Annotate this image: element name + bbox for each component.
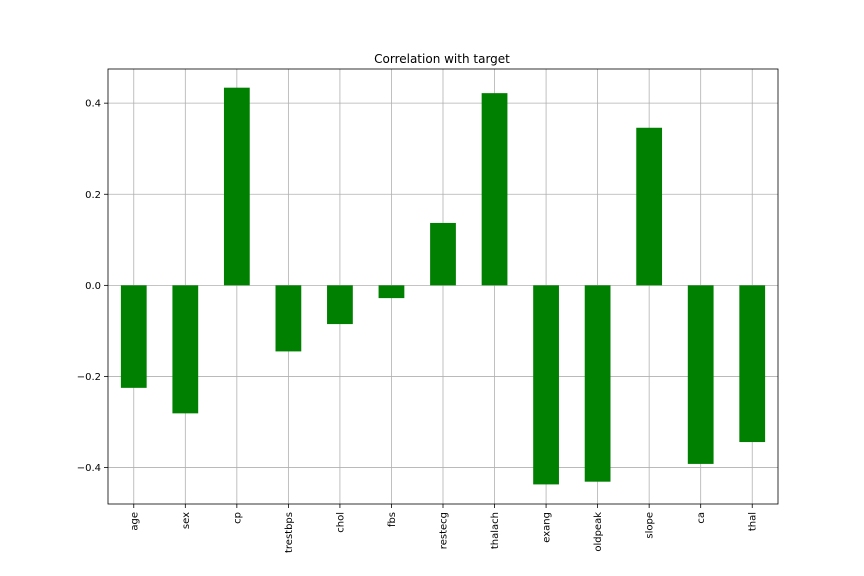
x-tick-label-thal: thal: [748, 512, 759, 531]
bar-ca: [687, 285, 714, 464]
x-tick-label-restecg: restecg: [439, 512, 450, 549]
bar-restecg: [430, 222, 456, 286]
x-axis-ticks: age sex cp trestbps chol fbs restecg thalach exa…: [129, 504, 759, 553]
bar-thalach: [481, 93, 508, 286]
bar-oldpeak: [584, 285, 611, 482]
x-tick-label-fbs: fbs: [387, 512, 398, 527]
grid: [108, 69, 778, 504]
bar-fbs: [378, 285, 405, 299]
x-tick-label-ca: ca: [696, 512, 707, 524]
x-tick-label-oldpeak: oldpeak: [593, 512, 604, 552]
chart-title: Correlation with target: [374, 52, 510, 66]
y-tick-label: −0.4: [77, 463, 101, 474]
x-tick-label-trestbps: trestbps: [284, 512, 295, 553]
bar-cp: [223, 87, 250, 286]
x-tick-label-chol: chol: [335, 512, 346, 533]
bar-age: [120, 285, 147, 388]
x-tick-label-thalach: thalach: [490, 512, 501, 549]
bar-trestbps: [275, 285, 302, 352]
y-tick-label: −0.2: [77, 372, 101, 383]
x-tick-label-cp: cp: [232, 512, 243, 524]
y-tick-label: 0.2: [85, 190, 101, 201]
x-tick-label-slope: slope: [645, 512, 656, 539]
x-tick-label-exang: exang: [542, 512, 553, 543]
y-tick-label: 0.0: [85, 281, 101, 292]
bars: [120, 87, 766, 485]
bar-exang: [533, 285, 559, 485]
bar-chol: [327, 285, 353, 325]
y-tick-label: 0.4: [85, 99, 101, 110]
x-tick-label-sex: sex: [181, 512, 192, 529]
bar-slope: [636, 127, 663, 286]
bar-sex: [172, 285, 199, 414]
x-tick-label-age: age: [129, 512, 140, 531]
bar-thal: [739, 285, 766, 443]
y-axis-ticks: −0.4 −0.2 0.0 0.2 0.4: [77, 99, 108, 474]
